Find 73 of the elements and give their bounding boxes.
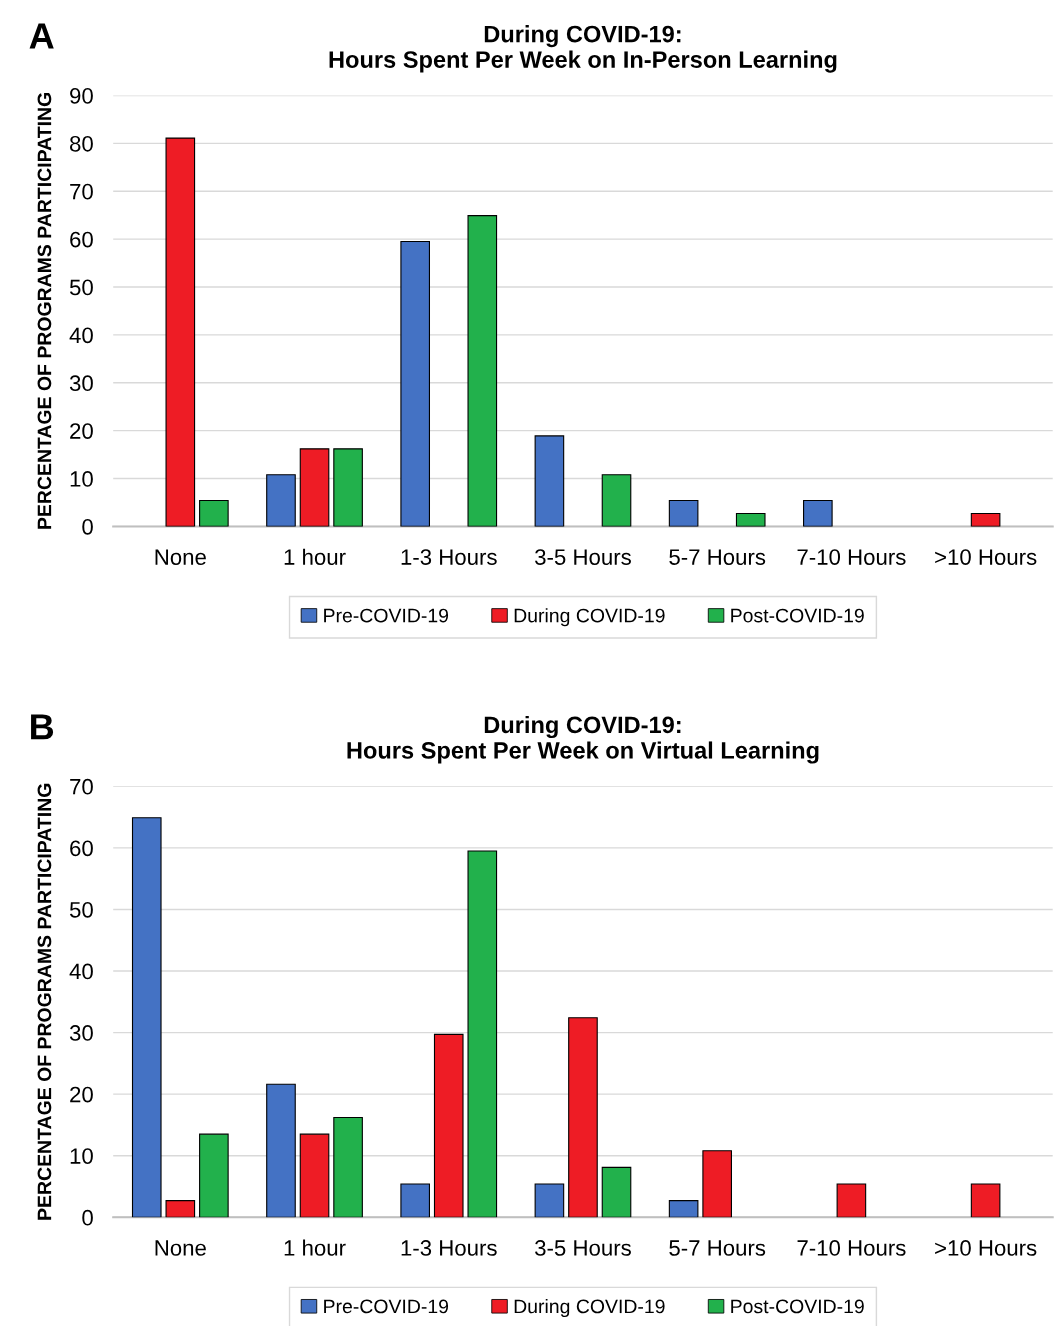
- x-tick-label: 1-3 Hours: [401, 549, 497, 565]
- y-tick-label: 60: [70, 231, 93, 248]
- y-tick-label: 50: [69, 901, 93, 918]
- x-tick-label: 5-7 Hours: [669, 1240, 766, 1256]
- bar: [970, 1183, 1001, 1218]
- chart-title: During COVID-19: Hours Spent Per Week on Virtual Learning: [347, 715, 819, 764]
- bar: [534, 435, 565, 527]
- chart-title: During COVID-19: Hours Spent Per Week on In-Person Learning: [329, 25, 837, 73]
- y-axis-title: PERCENTAGE OF PROGRAMS PARTICIPATING: [37, 783, 52, 1220]
- bar: [735, 512, 766, 527]
- y-tick-label: 40: [69, 963, 93, 980]
- legend-label: Post-COVID-19: [731, 608, 864, 623]
- y-tick-label: 0: [82, 1209, 93, 1226]
- bar: [400, 1183, 431, 1218]
- y-tick-label: 70: [70, 778, 93, 795]
- legend-label: During COVID-19: [514, 608, 665, 627]
- bar: [199, 1133, 229, 1218]
- bar: [702, 1150, 732, 1218]
- x-tick-label: 3-5 Hours: [535, 1240, 631, 1256]
- bar: [467, 215, 498, 527]
- bar: [131, 817, 162, 1218]
- text: A: [29, 23, 54, 49]
- text: B: [31, 714, 54, 740]
- y-axis-title: PERCENTAGE OF PROGRAMS PARTICIPATING: [37, 93, 52, 529]
- x-tick-label: 1-3 Hours: [401, 1240, 497, 1256]
- bar: [668, 1200, 699, 1218]
- x-tick-label: 1 hour: [284, 548, 346, 565]
- legend-label: Pre-COVID-19: [324, 608, 449, 623]
- bar: [165, 137, 196, 527]
- y-tick-label: 80: [70, 135, 93, 152]
- bar: [299, 1133, 330, 1218]
- y-tick-label: 10: [70, 1148, 93, 1164]
- y-tick-label: 40: [69, 327, 93, 344]
- bar: [199, 500, 229, 527]
- bar: [836, 1183, 867, 1218]
- y-tick-label: 70: [70, 183, 93, 200]
- x-tick-label: 7-10 Hours: [797, 549, 906, 565]
- y-tick-label: 30: [69, 375, 93, 392]
- x-tick-label: >10 Hours: [935, 549, 1037, 565]
- bar: [333, 448, 363, 527]
- bar: [534, 1183, 565, 1218]
- y-tick-label: 10: [70, 471, 93, 487]
- y-tick-label: 20: [70, 1086, 93, 1103]
- bar: [299, 448, 330, 527]
- y-tick-label: 50: [69, 279, 93, 296]
- bar: [266, 1083, 296, 1218]
- bar: [433, 1033, 464, 1218]
- bar: [601, 1166, 632, 1218]
- x-tick-label: 7-10 Hours: [797, 1240, 906, 1256]
- bar: [970, 512, 1001, 527]
- bar: [266, 474, 296, 527]
- x-tick-label: 1 hour: [284, 1239, 346, 1256]
- bar: [467, 850, 498, 1218]
- legend-label: Post-COVID-19: [731, 1299, 864, 1314]
- y-tick-label: 90: [70, 88, 93, 104]
- legend-label: During COVID-19: [514, 1298, 665, 1318]
- x-tick-label: 3-5 Hours: [535, 549, 631, 565]
- bar: [601, 474, 632, 527]
- x-tick-label: None: [155, 549, 206, 565]
- y-tick-label: 60: [70, 840, 93, 857]
- x-tick-label: 5-7 Hours: [669, 549, 766, 565]
- y-tick-label: 20: [70, 423, 93, 439]
- legend-label: Pre-COVID-19: [324, 1299, 449, 1314]
- bar: [165, 1200, 196, 1218]
- bar: [400, 240, 431, 527]
- bar: [668, 500, 699, 527]
- bar: [803, 500, 833, 527]
- bar: [568, 1017, 598, 1218]
- x-tick-label: >10 Hours: [935, 1240, 1037, 1256]
- x-tick-label: None: [155, 1240, 206, 1256]
- y-tick-label: 30: [69, 1025, 93, 1041]
- bar: [333, 1116, 363, 1218]
- y-tick-label: 0: [82, 518, 93, 535]
